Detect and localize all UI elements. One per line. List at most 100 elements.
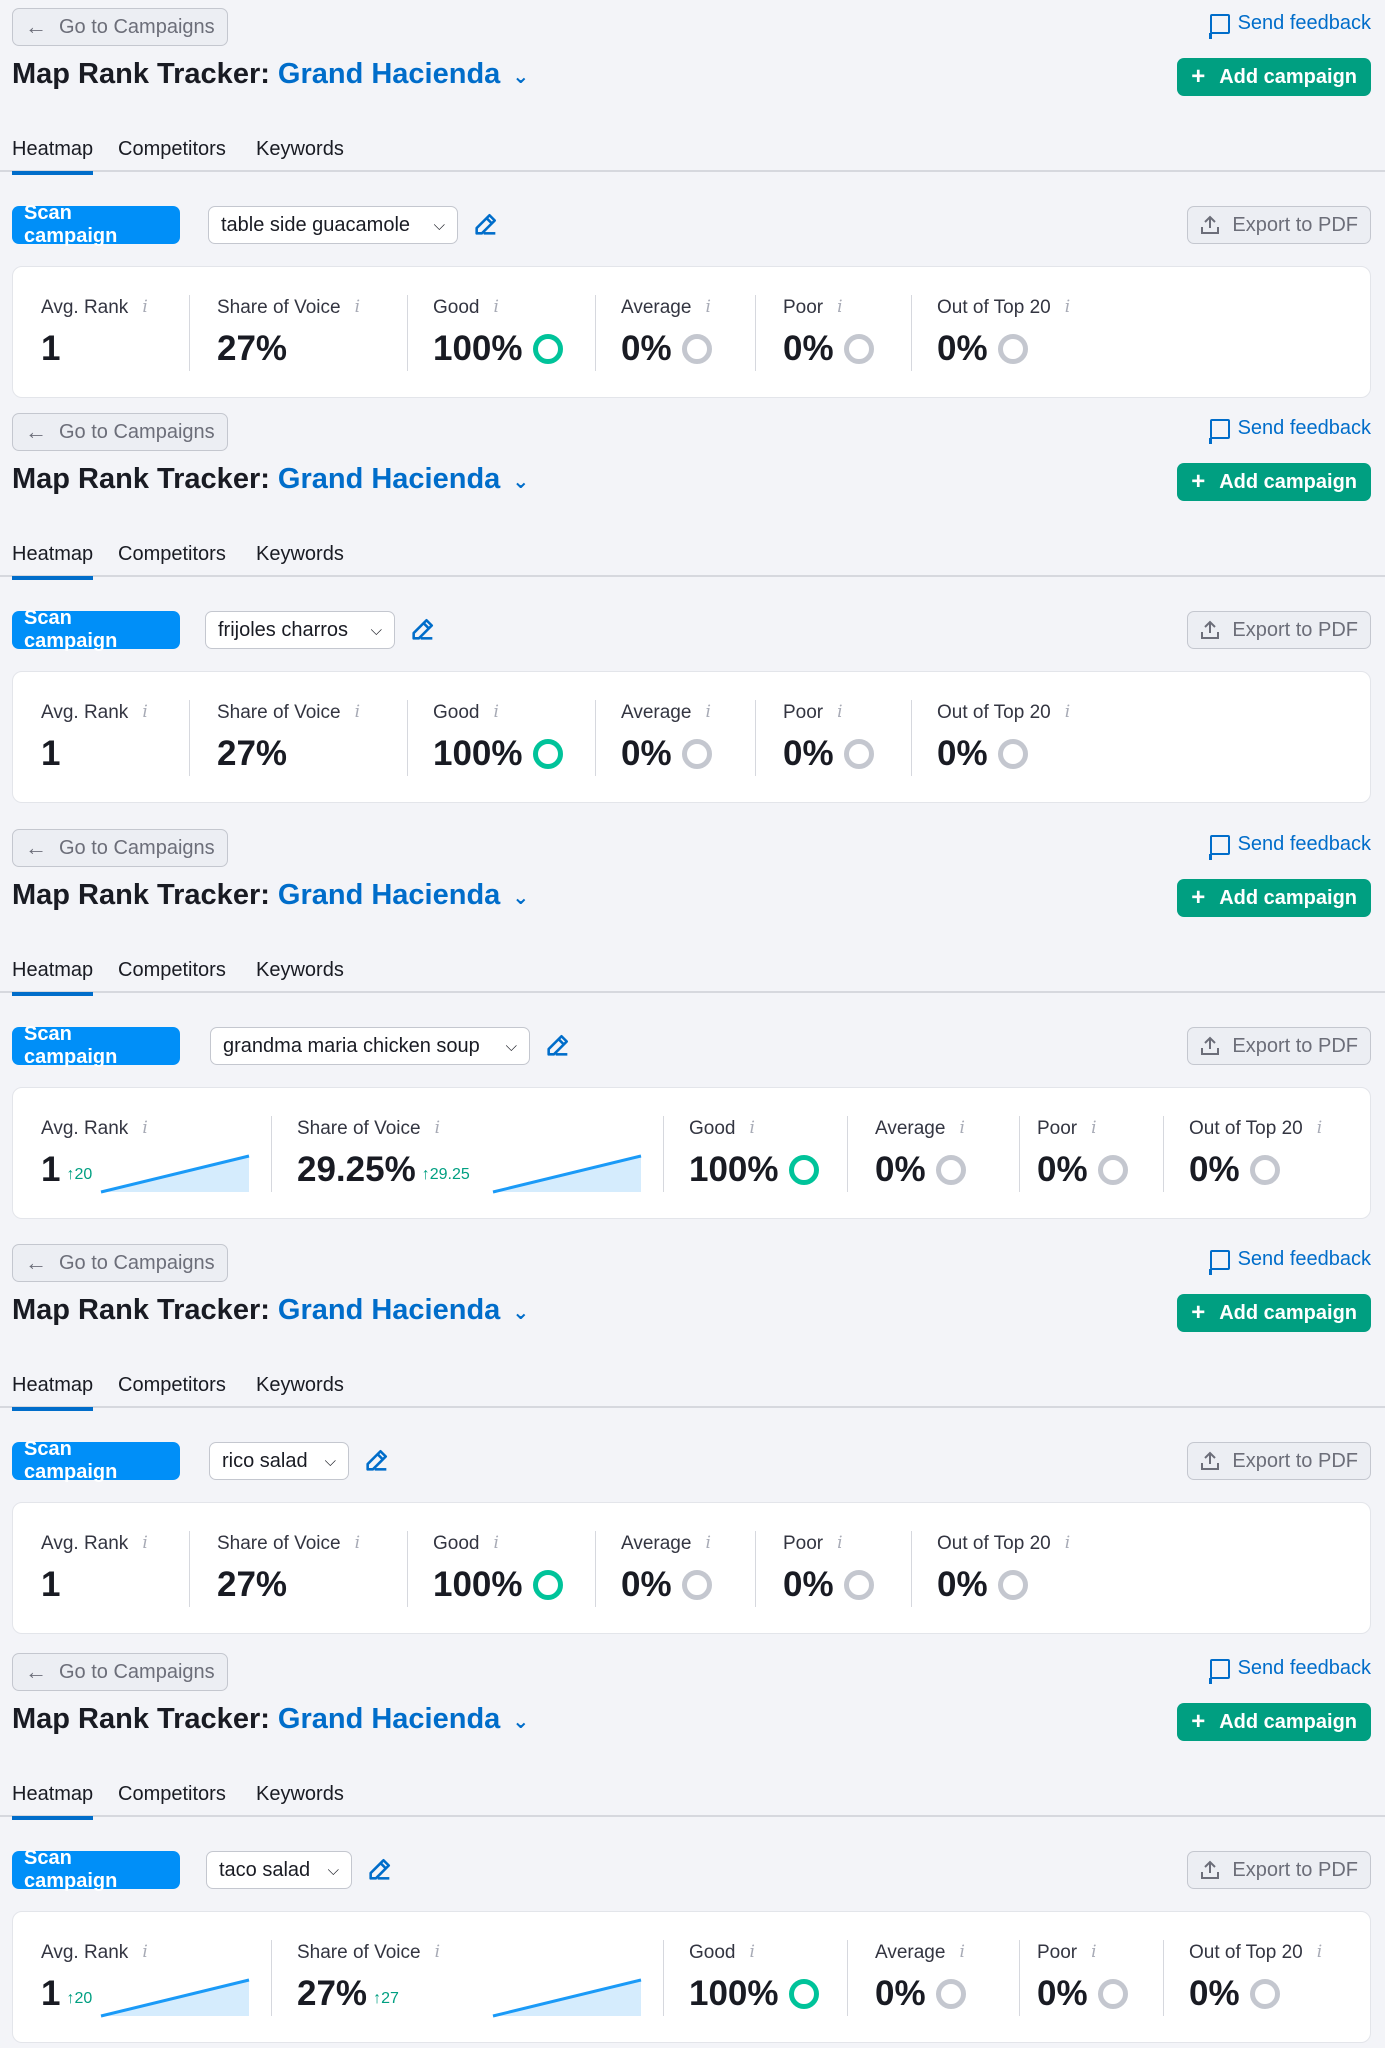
tab-heatmap[interactable]: Heatmap (12, 1783, 94, 1820)
add-campaign-button[interactable]: + Add campaign (1177, 1703, 1371, 1741)
stat-value: 27% (297, 1974, 368, 2013)
tab-keywords[interactable]: Keywords (256, 1374, 344, 1396)
edit-icon[interactable] (363, 1446, 391, 1474)
info-icon[interactable]: i (1091, 1118, 1097, 1138)
tab-competitors[interactable]: Competitors (118, 959, 226, 981)
info-icon[interactable]: i (354, 1533, 361, 1553)
send-feedback-link[interactable]: Send feedback (1208, 833, 1371, 860)
tab-heatmap[interactable]: Heatmap (12, 138, 94, 175)
tab-competitors[interactable]: Competitors (118, 138, 226, 160)
keyword-select[interactable]: frijoles charros ⌵ (205, 611, 395, 649)
scan-campaign-button[interactable]: Scan campaign (12, 1023, 180, 1068)
go-to-campaigns-button[interactable]: ← Go to Campaigns (12, 1244, 228, 1282)
go-to-campaigns-button[interactable]: ← Go to Campaigns (12, 829, 228, 867)
info-icon[interactable]: i (705, 1533, 711, 1553)
add-campaign-button[interactable]: + Add campaign (1177, 879, 1371, 917)
info-icon[interactable]: i (354, 702, 361, 722)
send-feedback-link[interactable]: Send feedback (1208, 1657, 1371, 1684)
keyword-select[interactable]: grandma maria chicken soup ⌵ (210, 1027, 530, 1065)
campaign-selector[interactable]: Grand Hacienda ⌄ (278, 879, 529, 912)
info-icon[interactable]: i (837, 297, 843, 317)
info-icon[interactable]: i (749, 1118, 755, 1138)
export-to-pdf-button[interactable]: Export to PDF (1187, 1442, 1371, 1480)
edit-icon[interactable] (544, 1031, 572, 1059)
keyword-select[interactable]: rico salad ⌵ (209, 1442, 349, 1480)
stat-label: Poor (783, 702, 824, 723)
send-feedback-link[interactable]: Send feedback (1208, 1248, 1371, 1275)
edit-icon[interactable] (472, 210, 500, 238)
tab-keywords[interactable]: Keywords (256, 959, 344, 981)
info-icon[interactable]: i (1064, 297, 1071, 317)
campaign-selector[interactable]: Grand Hacienda ⌄ (278, 58, 529, 91)
go-to-campaigns-button[interactable]: ← Go to Campaigns (12, 413, 228, 451)
page-title: Map Rank Tracker: Grand Hacienda ⌄ (12, 1703, 529, 1736)
tab-competitors[interactable]: Competitors (118, 1783, 226, 1805)
go-to-campaigns-button[interactable]: ← Go to Campaigns (12, 1653, 228, 1691)
title-prefix: Map Rank Tracker: (12, 879, 270, 911)
campaign-selector[interactable]: Grand Hacienda ⌄ (278, 1294, 529, 1327)
tab-keywords[interactable]: Keywords (256, 138, 344, 160)
scan-campaign-button[interactable]: Scan campaign (12, 1847, 180, 1892)
keyword-select[interactable]: taco salad ⌵ (206, 1851, 352, 1889)
info-icon[interactable]: i (837, 702, 843, 722)
info-icon[interactable]: i (1316, 1118, 1323, 1138)
tab-keywords[interactable]: Keywords (256, 543, 344, 565)
info-icon[interactable]: i (142, 1533, 148, 1553)
stat-label: Avg. Rank (41, 1942, 129, 1963)
info-icon[interactable]: i (1064, 702, 1071, 722)
info-icon[interactable]: i (1091, 1942, 1097, 1962)
info-icon[interactable]: i (959, 1942, 965, 1962)
info-icon[interactable]: i (705, 702, 711, 722)
info-icon[interactable]: i (493, 1533, 499, 1553)
stat-label: Share of Voice (217, 297, 341, 318)
export-to-pdf-button[interactable]: Export to PDF (1187, 611, 1371, 649)
info-icon[interactable]: i (434, 1118, 441, 1138)
campaign-selector[interactable]: Grand Hacienda ⌄ (278, 1703, 529, 1736)
scan-campaign-button[interactable]: Scan campaign (12, 1438, 180, 1483)
add-campaign-button[interactable]: + Add campaign (1177, 1294, 1371, 1332)
send-feedback-link[interactable]: Send feedback (1208, 12, 1371, 39)
stat-label: Out of Top 20 (937, 702, 1051, 723)
divider (595, 295, 596, 371)
info-icon[interactable]: i (142, 1118, 148, 1138)
campaign-selector[interactable]: Grand Hacienda ⌄ (278, 463, 529, 496)
info-icon[interactable]: i (837, 1533, 843, 1553)
stat-value: 0% (783, 734, 834, 773)
go-to-campaigns-button[interactable]: ← Go to Campaigns (12, 8, 228, 46)
keyword-select[interactable]: table side guacamole ⌵ (208, 206, 458, 244)
info-icon[interactable]: i (354, 297, 361, 317)
export-to-pdf-button[interactable]: Export to PDF (1187, 206, 1371, 244)
export-to-pdf-button[interactable]: Export to PDF (1187, 1851, 1371, 1889)
add-campaign-button[interactable]: + Add campaign (1177, 58, 1371, 96)
info-icon[interactable]: i (1316, 1942, 1323, 1962)
export-to-pdf-button[interactable]: Export to PDF (1187, 1027, 1371, 1065)
send-feedback-link[interactable]: Send feedback (1208, 417, 1371, 444)
tab-competitors[interactable]: Competitors (118, 1374, 226, 1396)
info-icon[interactable]: i (142, 297, 148, 317)
tab-heatmap[interactable]: Heatmap (12, 1374, 94, 1411)
info-icon[interactable]: i (749, 1942, 755, 1962)
scan-campaign-button[interactable]: Scan campaign (12, 607, 180, 652)
edit-icon[interactable] (366, 1855, 394, 1883)
add-campaign-button[interactable]: + Add campaign (1177, 463, 1371, 501)
divider (189, 295, 190, 371)
info-icon[interactable]: i (434, 1942, 441, 1962)
info-icon[interactable]: i (493, 702, 499, 722)
stat-out-of-top-20: Out of Top 20 i 0% (937, 297, 1070, 369)
info-icon[interactable]: i (142, 1942, 148, 1962)
tab-competitors[interactable]: Competitors (118, 543, 226, 565)
stats-card: Avg. Rank i 1 Share of Voice i 27% Good i 1… (12, 1502, 1371, 1634)
tab-heatmap[interactable]: Heatmap (12, 959, 94, 996)
campaign-name: Grand Hacienda (277, 1703, 501, 1735)
tab-keywords[interactable]: Keywords (256, 1783, 344, 1805)
keyword-value: table side guacamole (221, 213, 411, 236)
scan-campaign-button[interactable]: Scan campaign (12, 202, 180, 247)
info-icon[interactable]: i (1064, 1533, 1071, 1553)
info-icon[interactable]: i (493, 297, 499, 317)
edit-icon[interactable] (409, 615, 437, 643)
divider (189, 1531, 190, 1607)
info-icon[interactable]: i (705, 297, 711, 317)
info-icon[interactable]: i (959, 1118, 965, 1138)
info-icon[interactable]: i (142, 702, 148, 722)
tab-heatmap[interactable]: Heatmap (12, 543, 94, 580)
